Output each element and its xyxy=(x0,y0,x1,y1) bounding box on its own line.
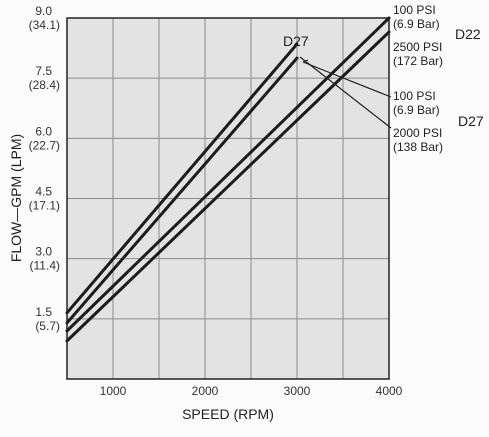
pressure-sub-label: (138 Bar) xyxy=(393,140,443,154)
leader-line xyxy=(302,59,309,63)
y-tick-label-gpm: 7.5 xyxy=(35,64,52,78)
y-tick-label-lpm: (5.7) xyxy=(35,319,60,333)
series-line-4 xyxy=(65,30,391,343)
leader-line xyxy=(299,56,392,129)
plot-frame xyxy=(66,17,390,380)
model-label-d27-right: D27 xyxy=(458,113,484,129)
x-tick-label: 4000 xyxy=(376,384,403,398)
y-tick-label-lpm: (28.4) xyxy=(29,78,60,92)
series-lines xyxy=(65,16,391,343)
pressure-label: 2500 PSI xyxy=(393,40,442,54)
leader-line xyxy=(302,61,392,98)
x-tick-label: 2000 xyxy=(192,384,219,398)
model-label-d27-top: D27 xyxy=(283,33,309,49)
y-tick-label-lpm: (11.4) xyxy=(30,259,60,273)
y-tick-label-lpm: (22.7) xyxy=(29,138,60,152)
pressure-label: 100 PSI xyxy=(393,89,436,103)
series-line-3 xyxy=(65,16,391,333)
y-axis-title: FLOW—GPM (LPM) xyxy=(8,134,24,262)
y-tick-label-gpm: 6.0 xyxy=(35,124,52,138)
pressure-sub-label: (6.9 Bar) xyxy=(393,103,440,117)
y-tick-label-gpm: 1.5 xyxy=(35,305,52,319)
x-tick-label: 3000 xyxy=(284,384,311,398)
model-label-d22: D22 xyxy=(455,26,481,42)
y-tick-label-lpm: (17.1) xyxy=(29,199,60,213)
y-tick-label-gpm: 9.0 xyxy=(35,4,52,18)
series-line-2 xyxy=(65,56,299,325)
y-tick-label-gpm: 4.5 xyxy=(35,185,52,199)
y-tick-label-gpm: 3.0 xyxy=(35,245,52,259)
pressure-label: 100 PSI xyxy=(393,3,436,17)
series-line-1 xyxy=(65,42,299,315)
tick-labels: 1000 2000 3000 4000 9.0(34.1) 7.5(28.4) 6.0(22… xyxy=(29,4,403,398)
y-tick-label-lpm: (34.1) xyxy=(29,18,60,32)
pressure-sub-label: (6.9 Bar) xyxy=(393,17,440,31)
x-tick-label: 1000 xyxy=(100,384,127,398)
pressure-sub-label: (172 Bar) xyxy=(393,54,443,68)
x-axis-title: SPEED (RPM) xyxy=(182,406,274,422)
pressure-label: 2000 PSI xyxy=(393,126,442,140)
